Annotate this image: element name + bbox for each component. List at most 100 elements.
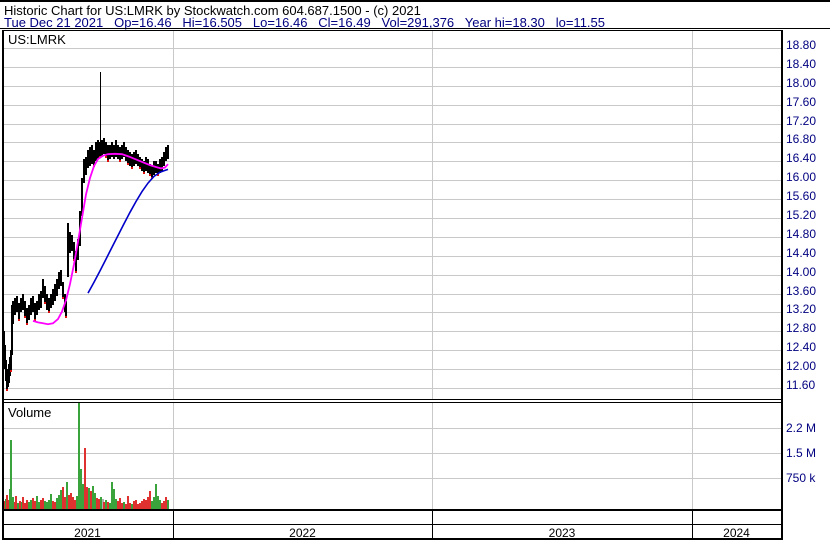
price-gridline bbox=[2, 350, 781, 351]
volume-bar bbox=[143, 499, 145, 509]
price-axis-label: 11.60 bbox=[786, 378, 816, 392]
down-close-tick bbox=[73, 259, 75, 261]
volume-bar bbox=[86, 487, 88, 509]
price-gridline bbox=[2, 67, 781, 68]
down-close-tick bbox=[26, 323, 28, 325]
down-close-tick bbox=[127, 163, 129, 165]
down-close-tick bbox=[139, 167, 141, 169]
year-label: 2023 bbox=[548, 526, 576, 540]
price-axis-label: 13.60 bbox=[786, 284, 817, 298]
price-gridline bbox=[2, 105, 781, 106]
price-ohlc-bar bbox=[105, 142, 107, 157]
price-axis-label: 12.00 bbox=[786, 359, 817, 373]
volume-bar bbox=[107, 502, 109, 509]
price-ohlc-bar bbox=[3, 331, 5, 353]
volume-bar bbox=[62, 487, 64, 509]
volume-bar bbox=[60, 490, 62, 509]
volume-bar bbox=[105, 500, 107, 509]
down-close-tick bbox=[119, 160, 121, 162]
volume-bar bbox=[131, 504, 133, 509]
price-ohlc-bar bbox=[79, 211, 81, 246]
volume-bar bbox=[56, 498, 58, 509]
volume-bar bbox=[66, 482, 68, 509]
price-axis-label: 12.80 bbox=[786, 321, 817, 335]
volume-bar bbox=[139, 503, 141, 509]
volume-bar bbox=[78, 403, 80, 509]
volume-bar bbox=[17, 503, 19, 509]
volume-bar bbox=[3, 501, 5, 509]
volume-bar bbox=[32, 498, 34, 509]
year-gridline bbox=[173, 30, 174, 399]
volume-bar bbox=[28, 502, 30, 509]
volume-bar bbox=[94, 493, 96, 509]
year-gridline bbox=[432, 30, 433, 399]
price-gridline bbox=[2, 86, 781, 87]
price-axis-label: 15.60 bbox=[786, 189, 817, 203]
volume-bar bbox=[155, 484, 157, 509]
volume-bar bbox=[38, 502, 40, 509]
price-gridline bbox=[2, 142, 781, 143]
volume-bar bbox=[135, 500, 137, 509]
price-ohlc-bar bbox=[117, 145, 119, 159]
volume-bar bbox=[46, 502, 48, 509]
price-ohlc-bar bbox=[10, 350, 12, 371]
price-gridline bbox=[2, 237, 781, 238]
volume-bar bbox=[12, 497, 14, 509]
price-ohlc-bar bbox=[109, 145, 111, 159]
price-gridline bbox=[2, 218, 781, 219]
chart-title: Historic Chart for US:LMRK by Stockwatch… bbox=[4, 3, 421, 18]
volume-bar bbox=[30, 500, 32, 509]
down-close-tick bbox=[34, 319, 36, 321]
volume-bar bbox=[109, 503, 111, 509]
volume-bar bbox=[19, 501, 21, 509]
price-axis-label: 16.00 bbox=[786, 170, 817, 184]
volume-bar bbox=[10, 440, 12, 509]
price-ohlc-bar bbox=[65, 301, 67, 317]
volume-bar bbox=[44, 501, 46, 509]
volume-bar bbox=[52, 501, 54, 509]
year-gridline bbox=[432, 402, 433, 509]
volume-bar bbox=[70, 493, 72, 509]
price-ohlc-bar bbox=[111, 142, 113, 157]
volume-pane-top-border bbox=[2, 402, 783, 403]
price-pane-top-border bbox=[2, 30, 783, 31]
volume-bar bbox=[119, 498, 121, 509]
down-close-tick bbox=[10, 370, 12, 372]
year-gridline bbox=[692, 402, 693, 509]
price-ohlc-bar bbox=[113, 145, 115, 159]
price-gridline bbox=[2, 48, 781, 49]
price-axis-label: 17.60 bbox=[786, 95, 817, 109]
price-ohlc-bar bbox=[14, 298, 16, 315]
volume-bar bbox=[76, 496, 78, 509]
price-pane-bottom-border bbox=[2, 399, 783, 400]
volume-gridline bbox=[2, 428, 781, 429]
price-ohlc-bar bbox=[16, 296, 18, 312]
year-tick-divider bbox=[432, 509, 433, 538]
chart-left-border bbox=[2, 30, 4, 540]
volume-bar bbox=[50, 494, 52, 509]
price-axis-label: 12.40 bbox=[786, 340, 817, 354]
chart-right-border bbox=[781, 30, 783, 540]
volume-gridline bbox=[2, 478, 781, 479]
volume-bar bbox=[42, 498, 44, 509]
price-gridline bbox=[2, 161, 781, 162]
volume-bar bbox=[111, 482, 113, 509]
volume-bar bbox=[159, 500, 161, 509]
volume-bar bbox=[141, 501, 143, 509]
price-ohlc-bar bbox=[97, 140, 99, 159]
volume-bar bbox=[98, 499, 100, 509]
year-tick-divider bbox=[692, 509, 693, 538]
price-ohlc-bar bbox=[167, 145, 169, 159]
down-close-tick bbox=[105, 156, 107, 158]
volume-bar bbox=[117, 501, 119, 509]
volume-bar bbox=[6, 495, 8, 509]
price-gridline bbox=[2, 331, 781, 332]
year-label: 2021 bbox=[74, 526, 101, 540]
volume-bar bbox=[26, 500, 28, 509]
volume-bar bbox=[137, 504, 139, 509]
price-gridline bbox=[2, 180, 781, 181]
price-ohlc-bar bbox=[4, 345, 6, 369]
down-close-tick bbox=[62, 297, 64, 299]
year-label: 2024 bbox=[723, 526, 750, 540]
price-ohlc-bar bbox=[20, 298, 22, 312]
